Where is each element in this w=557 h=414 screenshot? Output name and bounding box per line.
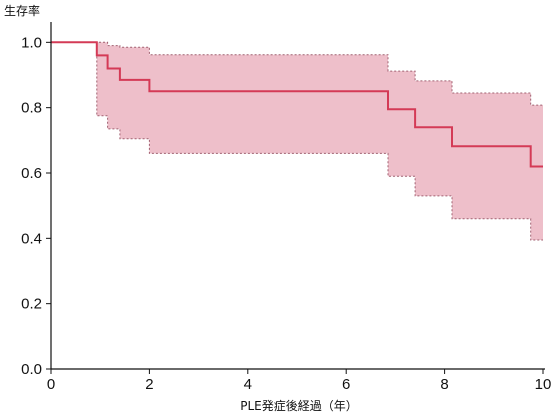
y-tick-label: 0.2 bbox=[21, 296, 42, 313]
y-tick-label: 0.0 bbox=[21, 361, 42, 378]
y-tick-label: 0.6 bbox=[21, 165, 42, 182]
y-tick-label: 0.8 bbox=[21, 100, 42, 117]
x-tick-label: 8 bbox=[440, 376, 448, 393]
y-axis-title: 生存率 bbox=[4, 3, 40, 18]
confidence-band bbox=[51, 42, 543, 240]
x-tick-label: 4 bbox=[244, 376, 252, 393]
y-tick-label: 1.0 bbox=[21, 34, 42, 51]
y-tick-label: 0.4 bbox=[21, 230, 42, 247]
x-tick-label: 10 bbox=[535, 376, 552, 393]
x-ticks: 0 2 4 6 8 10 bbox=[47, 369, 552, 393]
x-tick-label: 0 bbox=[47, 376, 55, 393]
x-tick-label: 6 bbox=[342, 376, 350, 393]
confidence-upper-edge bbox=[51, 41, 543, 106]
x-axis-title: PLE発症後経過（年） bbox=[240, 398, 358, 413]
x-tick-label: 2 bbox=[145, 376, 153, 393]
survival-curve bbox=[51, 41, 543, 168]
confidence-lower-edge bbox=[51, 41, 543, 241]
y-ticks: 0.0 0.2 0.4 0.6 0.8 1.0 bbox=[21, 34, 51, 378]
